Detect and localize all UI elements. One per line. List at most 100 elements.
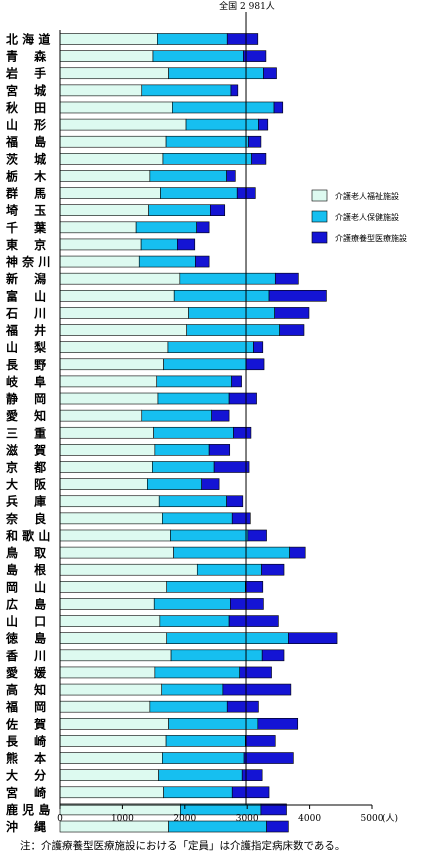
category-label: 岩 手 xyxy=(5,66,46,81)
bar-segment xyxy=(170,529,249,542)
bar-segment xyxy=(279,324,305,336)
category-label: 福 島 xyxy=(5,134,46,149)
bar-segment xyxy=(149,700,228,713)
legend-swatch xyxy=(311,189,328,202)
bar-segment xyxy=(59,752,163,764)
bar-segment xyxy=(201,478,220,490)
bar-segment xyxy=(172,101,275,114)
bar-segment xyxy=(59,307,189,319)
bar-segment xyxy=(141,409,212,422)
category-label: 奈 良 xyxy=(5,511,46,526)
bar-segment xyxy=(261,649,285,662)
bar-segment xyxy=(59,187,161,199)
bar-segment xyxy=(59,101,173,114)
bar-segment xyxy=(59,512,163,525)
category-label: 山 形 xyxy=(6,117,46,132)
bar-segment xyxy=(161,683,224,696)
bar-segment xyxy=(186,324,280,336)
bar-segment xyxy=(228,615,279,627)
bar-segment xyxy=(59,632,168,645)
x-tick-label: 5000 xyxy=(361,814,384,824)
bar-segment xyxy=(274,307,310,319)
bar-segment xyxy=(152,461,215,473)
bar-segment xyxy=(59,529,171,542)
bar-segment xyxy=(185,118,259,131)
bar-segment xyxy=(226,700,259,713)
bar-segment xyxy=(59,683,163,696)
bar-area xyxy=(59,12,338,833)
category-label: 宮 崎 xyxy=(6,785,46,800)
category-label: 長 崎 xyxy=(6,733,46,748)
bar-segment xyxy=(233,426,252,439)
bar-segment xyxy=(160,187,238,199)
bar-segment xyxy=(195,255,210,268)
category-label: 和 歌 山 xyxy=(5,528,50,543)
bar-segment xyxy=(165,735,246,747)
x-tick-label: 4000 xyxy=(298,814,321,824)
bar-segment xyxy=(59,272,181,285)
bar-segment xyxy=(59,700,151,713)
bar-segment xyxy=(59,33,158,45)
bar-segment xyxy=(59,563,198,576)
x-tick-label: 3000 xyxy=(236,814,259,824)
bar-segment xyxy=(179,272,276,285)
bar-segment xyxy=(268,289,327,302)
bar-segment xyxy=(167,341,254,353)
bar-segment xyxy=(59,289,175,302)
bar-segment xyxy=(258,118,269,131)
bar-segment xyxy=(59,409,143,422)
bar-segment xyxy=(257,717,299,730)
bar-segment xyxy=(59,598,155,610)
bar-segment xyxy=(149,170,227,182)
bar-segment xyxy=(166,581,246,593)
bar-segment xyxy=(59,392,159,405)
bar-segment xyxy=(273,101,284,114)
category-label: 沖 縄 xyxy=(6,819,46,834)
bar-segment xyxy=(59,255,140,268)
bar-segment xyxy=(59,204,149,216)
bar-segment xyxy=(59,649,172,662)
bar-segment xyxy=(263,67,277,80)
bar-segment xyxy=(170,649,263,662)
bar-segment xyxy=(231,786,270,799)
bar-segment xyxy=(59,50,154,62)
category-label: 群 馬 xyxy=(5,186,46,201)
legend-label: 介護老人福祉施設 xyxy=(335,191,399,201)
bar-segment xyxy=(163,358,247,371)
legend-swatch xyxy=(311,231,328,244)
category-label: 三 重 xyxy=(6,425,46,440)
bar-segment xyxy=(59,170,151,182)
category-axis: 北 海 道青 森岩 手宮 城秋 田山 形福 島茨 城栃 木群 馬埼 玉千 葉東 … xyxy=(5,30,61,834)
x-unit-label: (人) xyxy=(382,813,398,824)
bar-segment xyxy=(247,529,267,542)
bar-segment xyxy=(148,204,211,216)
bar-segment xyxy=(288,632,338,645)
category-label: 兵 庫 xyxy=(6,494,46,509)
legend-label: 介護療養型医療施設 xyxy=(335,233,407,243)
bar-segment xyxy=(210,204,226,216)
bar-segment xyxy=(154,666,241,679)
bar-segment xyxy=(59,84,143,97)
bar-segment xyxy=(59,341,169,353)
bar-segment xyxy=(251,153,267,165)
bar-segment xyxy=(157,392,230,405)
bar-segment xyxy=(59,769,159,781)
bar-segment xyxy=(59,478,148,490)
bar-segment xyxy=(226,170,236,182)
bar-segment xyxy=(245,581,264,593)
bar-segment xyxy=(59,67,169,80)
bar-segment xyxy=(59,615,161,627)
category-label: 石 川 xyxy=(5,306,46,320)
bar-segment xyxy=(241,769,263,781)
bar-segment xyxy=(59,153,164,165)
bar-segment xyxy=(59,375,158,388)
category-label: 茨 城 xyxy=(6,151,46,166)
bar-segment xyxy=(274,272,299,285)
bar-segment xyxy=(188,307,275,319)
category-label: 埼 玉 xyxy=(6,203,46,218)
category-label: 大 分 xyxy=(6,768,46,783)
bar-segment xyxy=(168,717,259,730)
category-label: 福 井 xyxy=(5,323,46,338)
bar-segment xyxy=(59,324,187,336)
